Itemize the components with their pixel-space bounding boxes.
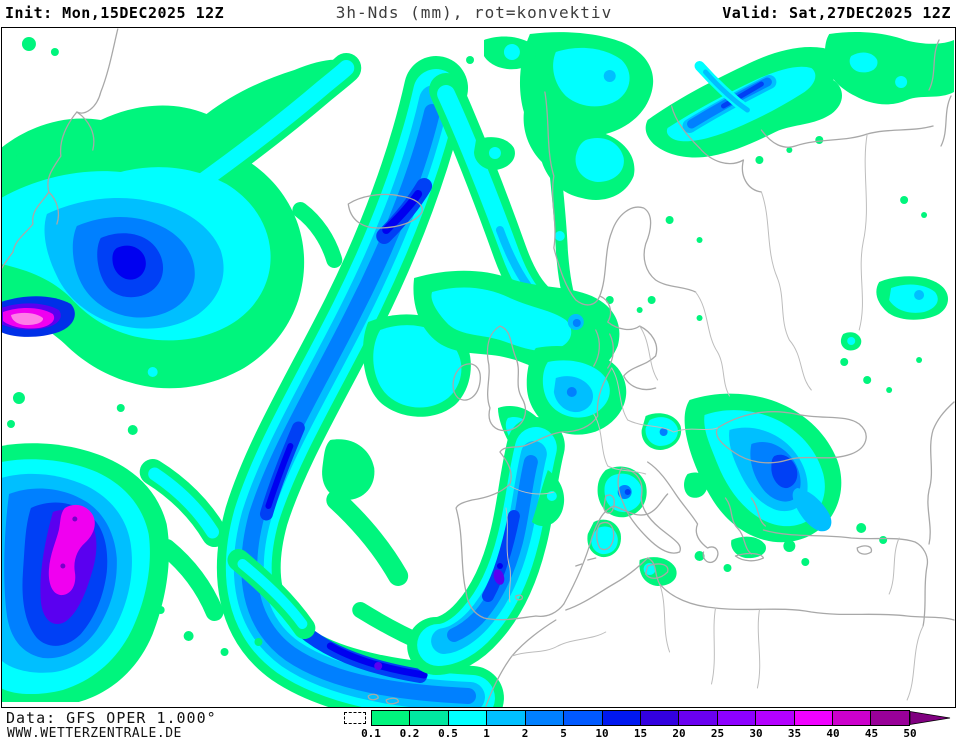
- map-canvas: [2, 28, 955, 707]
- legend-tick-label: 15: [633, 727, 648, 740]
- legend-color-segment: [717, 711, 757, 725]
- legend-color-segment: [640, 711, 680, 725]
- legend-color-segment: [871, 711, 909, 725]
- init-time-label: Init: Mon,15DEC2025 12Z: [5, 4, 225, 22]
- legend-color-segment: [602, 711, 641, 725]
- legend-tick-label: 10: [595, 727, 609, 740]
- legend-color-segment: [487, 711, 526, 725]
- legend-tick-label: 0.1: [361, 727, 381, 740]
- legend-color-segment: [756, 711, 795, 725]
- legend-color-segment: [564, 711, 603, 725]
- legend-tick-label: 50: [903, 727, 917, 740]
- legend-color-segment: [448, 711, 488, 725]
- legend-tick-label: 35: [787, 727, 802, 740]
- chart-title: 3h-Nds (mm), rot=konvektiv: [335, 3, 613, 22]
- legend-colorbar: [371, 710, 910, 726]
- legend-tick-label: 30: [749, 727, 763, 740]
- legend-color-segment: [372, 711, 411, 725]
- legend-overflow-arrow: [910, 711, 951, 725]
- legend-color-segment: [410, 711, 449, 725]
- legend-tick-label: 25: [710, 727, 725, 740]
- legend-color-segment: [679, 711, 718, 725]
- legend-tick-labels: 0.1 0.2 0.5 1 2 5 10 15 20 25 30 35 40 45 50: [0, 727, 959, 741]
- legend-color-segment: [833, 711, 872, 725]
- legend-tick-label: 5: [560, 727, 567, 740]
- legend-color-segment: [794, 711, 834, 725]
- legend-tick-label: 40: [826, 727, 840, 740]
- forecast-map: [1, 27, 956, 708]
- coastline-layer: [2, 28, 955, 707]
- legend-tick-label: 20: [672, 727, 686, 740]
- precipitation-layer: [2, 32, 955, 707]
- data-source-label: Data: GFS OPER 1.000°: [6, 709, 217, 727]
- legend-color-segment: [525, 711, 565, 725]
- legend-tick-label: 0.5: [438, 727, 458, 740]
- border-layer: [505, 133, 924, 701]
- legend-tick-label: 0.2: [399, 727, 420, 740]
- legend-tick-label: 45: [864, 727, 879, 740]
- valid-time-label: Valid: Sat,27DEC2025 12Z: [722, 4, 951, 22]
- legend-trace-box: [344, 712, 366, 724]
- legend-tick-label: 1: [483, 727, 490, 740]
- website-label: WWW.WETTERZENTRALE.DE: [7, 726, 182, 741]
- legend-tick-label: 2: [521, 727, 529, 740]
